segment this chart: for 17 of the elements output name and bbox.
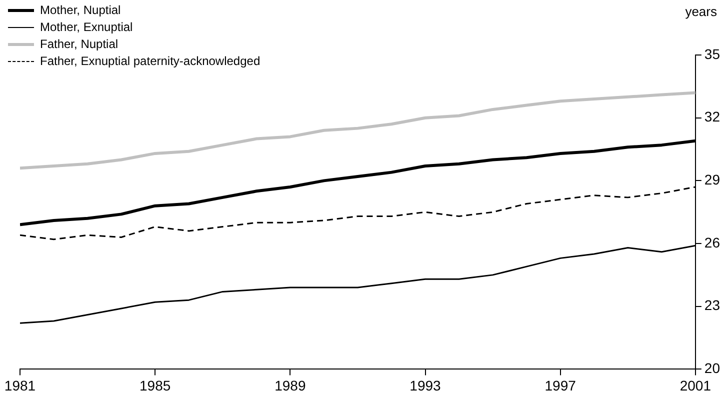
y-tick-label: 29 [704, 172, 720, 188]
x-tick-label: 1985 [140, 377, 171, 394]
y-tick-label: 20 [704, 360, 720, 376]
x-tick-label: 1981 [4, 377, 36, 394]
x-tick-label: 1993 [410, 377, 442, 394]
x-tick-label: 1997 [544, 377, 576, 394]
legend-label: Mother, Exnuptial [40, 19, 133, 36]
y-tick-label: 35 [704, 46, 720, 62]
legend-label: Father, Exnuptial paternity-acknowledged [40, 53, 260, 70]
y-tick-label: 23 [704, 297, 720, 314]
y-tick-label: 26 [704, 234, 720, 250]
x-tick-label: 2001 [680, 377, 712, 394]
legend-label: Mother, Nuptial [40, 2, 121, 19]
y-tick-label: 32 [704, 108, 720, 125]
y-axis-title: years [685, 4, 717, 19]
legend-label: Father, Nuptial [40, 36, 118, 53]
x-tick-label: 1989 [274, 377, 306, 394]
